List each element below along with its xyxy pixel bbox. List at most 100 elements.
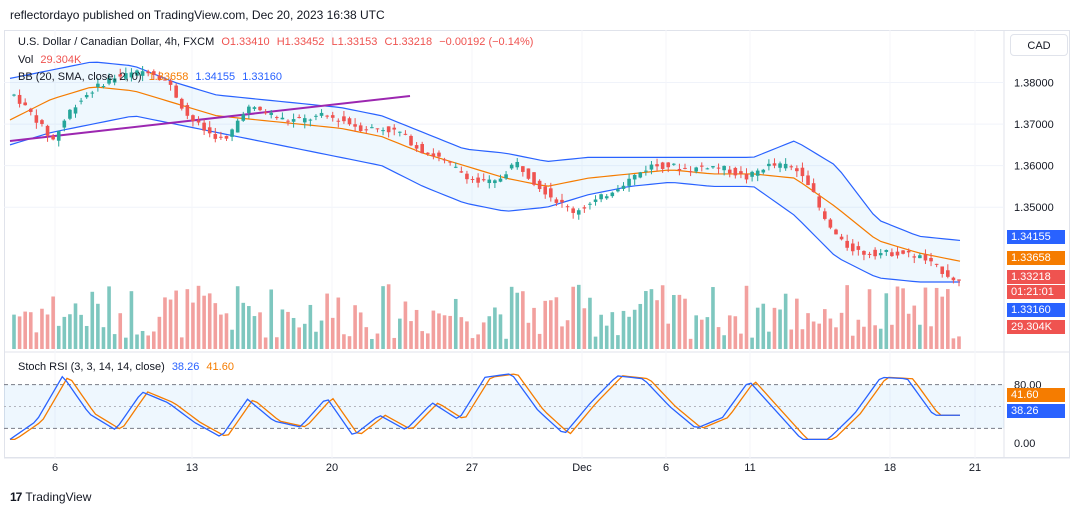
candle-body	[73, 107, 78, 114]
candle-body	[895, 251, 900, 256]
volume-bar	[560, 326, 564, 349]
tag-bb-basis: 1.33658	[1007, 251, 1065, 265]
volume-bar	[370, 338, 374, 349]
volume-bar	[465, 321, 469, 349]
volume-bar	[17, 316, 22, 349]
volume-bar	[297, 327, 301, 349]
candle-body	[409, 135, 413, 146]
volume-bar	[929, 326, 933, 349]
candle-body	[420, 144, 424, 154]
volume-bar	[571, 286, 575, 349]
candle-body	[576, 210, 581, 215]
candle-body	[744, 174, 749, 180]
candle-body	[632, 174, 637, 180]
candle-body	[772, 163, 777, 166]
volume-bar	[940, 296, 945, 349]
volume-bar	[554, 297, 559, 349]
volume-bar	[90, 291, 95, 349]
volume-bar	[862, 326, 866, 349]
candle-body	[40, 120, 44, 124]
candle-body	[599, 194, 603, 200]
volume-bar	[660, 285, 665, 349]
candle-body	[481, 179, 486, 181]
candle-body	[101, 86, 106, 88]
legend-stoch-label: Stoch RSI (3, 3, 14, 14, close)	[18, 361, 165, 373]
candle-body	[308, 119, 313, 121]
volume-bar	[621, 310, 626, 349]
candle-body	[168, 80, 173, 85]
volume-bar	[884, 293, 889, 349]
candle-body	[711, 166, 715, 168]
volume-bar	[325, 293, 329, 349]
candle-body	[755, 170, 760, 176]
volume-bar	[845, 285, 849, 349]
candle-body	[767, 163, 771, 167]
candle-body	[918, 255, 922, 259]
candle-body	[319, 112, 324, 116]
volume-bar	[895, 286, 900, 349]
candle-body	[358, 125, 363, 132]
candle-body	[448, 161, 452, 163]
volume-bar	[828, 318, 833, 349]
publisher-line: reflectordayo published on TradingView.c…	[10, 8, 385, 22]
volume-bar	[761, 303, 766, 349]
volume-bar	[739, 333, 743, 349]
volume-bar	[957, 336, 961, 349]
volume-bar	[403, 301, 408, 349]
candle-body	[845, 240, 849, 248]
candle-body	[800, 167, 805, 177]
candle-body	[364, 129, 369, 131]
volume-bar	[683, 298, 687, 349]
candle-body	[425, 152, 430, 154]
candle-body	[940, 266, 945, 274]
candle-body	[521, 166, 525, 172]
candle-body	[62, 120, 67, 128]
candle-body	[666, 162, 671, 168]
volume-bar	[79, 314, 83, 349]
candle-body	[302, 118, 307, 123]
volume-bar	[247, 306, 251, 349]
candle-body	[672, 163, 676, 165]
volume-bar	[196, 285, 201, 349]
candle-body	[68, 109, 72, 119]
volume-bar	[12, 314, 16, 349]
candle-body	[45, 125, 50, 136]
volume-bar	[699, 319, 704, 349]
candle-body	[185, 105, 190, 116]
candle-body	[213, 134, 218, 139]
candle-body	[822, 211, 827, 219]
volume-bar	[442, 315, 447, 349]
volume-bar	[84, 325, 89, 349]
candle-body	[129, 72, 134, 78]
volume-bar	[923, 287, 928, 349]
currency-button[interactable]: CAD	[1010, 34, 1068, 56]
volume-bar	[163, 297, 167, 349]
legend-main: U.S. Dollar / Canadian Dollar, 4h, FXCM …	[18, 36, 537, 48]
candle-body	[90, 92, 95, 94]
candle-body	[347, 118, 352, 125]
legend-vol-label: Vol	[18, 54, 34, 66]
candle-body	[543, 186, 548, 195]
volume-bar	[878, 328, 883, 349]
candle-body	[644, 170, 648, 172]
volume-bar	[286, 311, 290, 349]
candle-body	[291, 119, 296, 122]
volume-bar	[437, 313, 441, 349]
candle-body	[118, 74, 123, 77]
volume-bar	[515, 292, 520, 349]
volume-bar	[62, 316, 67, 349]
candle-body	[901, 250, 905, 254]
volume-bar	[822, 309, 827, 349]
volume-bar	[459, 317, 464, 349]
candle-body	[828, 219, 833, 228]
candle-body	[699, 165, 704, 167]
volume-bar	[856, 319, 861, 349]
candle-body	[275, 117, 279, 119]
volume-bar	[672, 295, 676, 349]
volume-bar	[347, 336, 352, 349]
volume-bar	[118, 313, 123, 349]
volume-bar	[476, 334, 480, 349]
volume-bar	[694, 315, 698, 349]
time-tick-label: 11	[744, 462, 755, 474]
